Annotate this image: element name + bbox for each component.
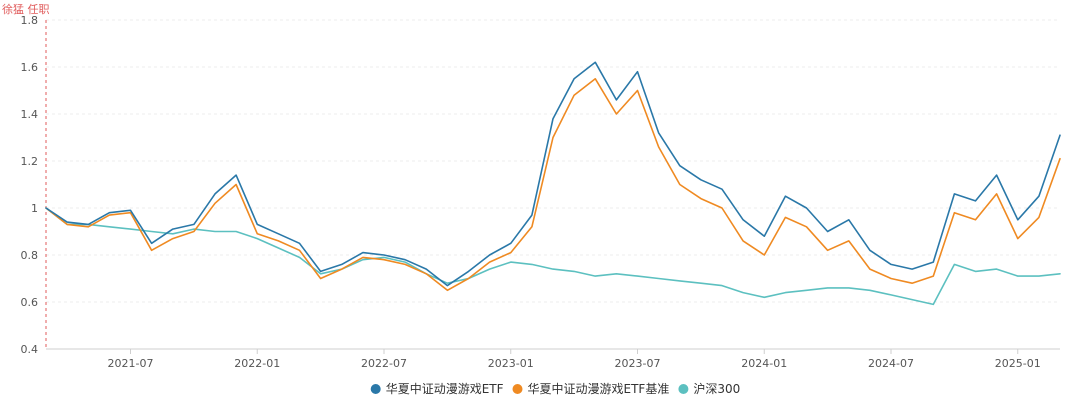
y-tick-label: 0.8 [21,249,39,262]
legend-marker [512,384,523,394]
series-lines [45,61,1061,306]
x-tick-label: 2025-01 [995,357,1041,370]
x-axis: 2021-07 2022-01 2022-07 2023-01 2023-07 2024-… [46,348,1060,370]
legend-label: 华夏中证动漫游戏ETF [386,381,504,396]
y-tick-label: 1.4 [21,108,39,121]
legend-item[interactable]: 华夏中证动漫游戏ETF基准 [512,381,670,396]
y-tick-label: 0.4 [21,343,39,356]
y-tick-label: 1 [31,202,38,215]
legend-label: 沪深300 [693,382,740,396]
legend-item[interactable]: 华夏中证动漫游戏ETF [370,381,504,396]
x-tick-label: 2024-01 [741,357,787,370]
y-tick-label: 1.6 [21,61,39,74]
y-axis: 0.4 0.6 0.8 1 1.2 1.4 1.6 1.8 [21,14,39,356]
series-line-2 [45,207,1061,306]
x-tick-label: 2021-07 [108,357,154,370]
legend-marker [370,384,381,394]
legend-marker [678,384,689,394]
legend-item[interactable]: 沪深300 [678,382,740,396]
y-tick-label: 0.6 [21,296,39,309]
x-tick-label: 2022-07 [361,357,407,370]
series-line-0 [45,61,1061,287]
x-tick-label: 2023-07 [615,357,661,370]
x-tick-label: 2024-07 [868,357,914,370]
tenure-label: 徐猛 任职 [2,2,50,16]
grid [46,19,1060,350]
x-tick-label: 2022-01 [234,357,280,370]
legend-label: 华夏中证动漫游戏ETF基准 [528,381,670,396]
series-line-1 [45,78,1061,292]
tenure-annotation: 徐猛 任职 [2,2,50,349]
x-tick-label: 2023-01 [488,357,534,370]
y-tick-label: 1.8 [21,14,39,27]
legend[interactable]: 华夏中证动漫游戏ETF 华夏中证动漫游戏ETF基准 沪深300 [370,381,741,396]
y-tick-label: 1.2 [21,155,39,168]
